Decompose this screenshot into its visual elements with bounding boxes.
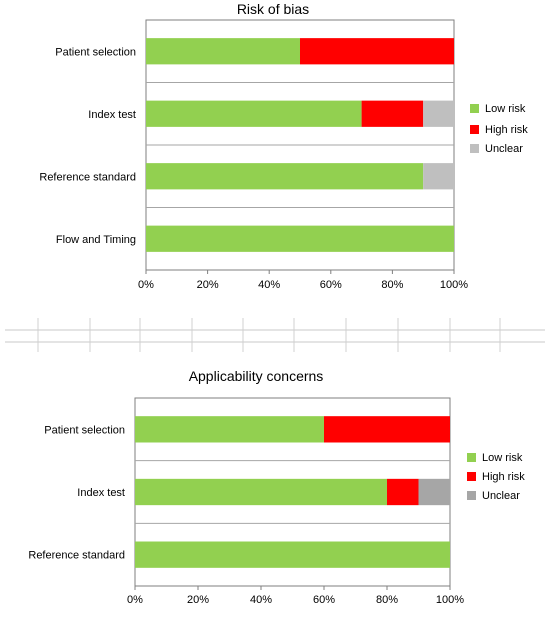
legend-swatch-unclear — [470, 144, 479, 153]
spreadsheet-grid-lines — [5, 318, 545, 352]
legend-swatch-high-risk — [467, 472, 476, 481]
category-label-patient-selection: Patient selection — [55, 46, 136, 58]
bar-low-risk-reference-standard — [135, 541, 450, 568]
category-label-reference-standard: Reference standard — [39, 171, 136, 183]
x-tick-label: 60% — [313, 594, 335, 606]
x-tick-label: 40% — [250, 594, 272, 606]
legend-label-low-risk: Low risk — [485, 103, 526, 115]
legend-swatch-unclear — [467, 491, 476, 500]
x-tick-label: 40% — [258, 279, 280, 291]
x-tick-label: 100% — [436, 594, 464, 606]
bar-unclear-index-test — [423, 100, 454, 127]
legend-swatch-low-risk — [470, 104, 479, 113]
bar-high-risk-index-test — [387, 478, 419, 506]
category-label-reference-standard: Reference standard — [28, 550, 125, 562]
chart-title: Risk of bias — [237, 1, 309, 17]
bar-low-risk-reference-standard — [146, 163, 424, 190]
x-tick-label: 20% — [197, 279, 219, 291]
x-tick-label: 80% — [381, 279, 403, 291]
chart-title: Applicability concerns — [189, 368, 324, 384]
bar-low-risk-patient-selection — [135, 416, 324, 443]
category-label-flow-and-timing: Flow and Timing — [56, 234, 136, 246]
risk-of-bias-chart: Risk of bias 0% 20% 40% 60% 80% 100% Patient se… — [39, 1, 528, 291]
bar-low-risk-index-test — [135, 478, 387, 506]
bar-high-risk-index-test — [361, 100, 424, 127]
x-tick-label: 0% — [127, 594, 143, 606]
bar-unclear-index-test — [418, 478, 450, 506]
legend-label-unclear: Unclear — [482, 490, 520, 502]
x-tick-label: 60% — [320, 279, 342, 291]
legend-swatch-low-risk — [467, 453, 476, 462]
bar-low-risk-flow-and-timing — [146, 225, 454, 252]
applicability-concerns-chart: Applicability concerns 0% 20% 40% 60% 80% 100%… — [28, 368, 525, 606]
x-tick-label: 100% — [440, 279, 468, 291]
category-label-index-test: Index test — [88, 109, 136, 121]
legend-label-high-risk: High risk — [485, 124, 528, 136]
legend-swatch-high-risk — [470, 125, 479, 134]
x-tick-label: 20% — [187, 594, 209, 606]
bar-unclear-reference-standard — [423, 163, 454, 190]
x-tick-label: 0% — [138, 279, 154, 291]
x-tick-label: 80% — [376, 594, 398, 606]
legend-label-high-risk: High risk — [482, 471, 525, 483]
legend-label-unclear: Unclear — [485, 143, 523, 155]
bar-high-risk-patient-selection — [324, 416, 450, 443]
category-label-patient-selection: Patient selection — [44, 424, 125, 436]
category-label-index-test: Index test — [77, 487, 125, 499]
bar-low-risk-patient-selection — [146, 38, 300, 65]
bar-high-risk-patient-selection — [300, 38, 454, 65]
bar-low-risk-index-test — [146, 100, 362, 127]
legend-label-low-risk: Low risk — [482, 452, 523, 464]
